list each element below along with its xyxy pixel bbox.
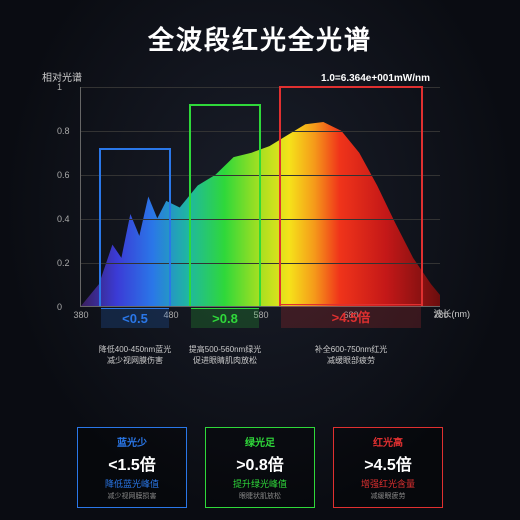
y-tick: 1 [57, 82, 62, 92]
spectrum-chart: 相对光谱 1.0=6.364e+001mW/nm 波长(nm) 00.20.40… [50, 87, 470, 367]
card-title: 绿光足 [210, 434, 310, 449]
card-desc2: 减缓眼疲劳 [338, 491, 438, 501]
card-blue: 蓝光少 <1.5倍降低蓝光峰值减少视网膜损害 [77, 427, 187, 508]
region-value-blue: <0.5 [101, 308, 169, 328]
card-value: >4.5倍 [338, 451, 438, 475]
x-tick: 380 [73, 310, 88, 320]
y-tick: 0.4 [57, 214, 70, 224]
region-box-blue: <0.5降低400-450nm蓝光减少视网膜伤害 [99, 148, 171, 306]
region-desc-red: 补全600-750nm红光减缓眼部疲劳 [253, 344, 449, 366]
page-title: 全波段红光全光谱 [0, 0, 520, 57]
card-desc2: 眼睫状肌放松 [210, 491, 310, 501]
y-tick: 0.2 [57, 258, 70, 268]
region-value-red: >4.5倍 [281, 304, 421, 328]
card-value: >0.8倍 [210, 451, 310, 475]
region-value-green: >0.8 [191, 308, 259, 328]
plot-area: 波长(nm) 00.20.40.60.81380480580680780<0.5… [80, 87, 440, 307]
card-desc1: 降低蓝光峰值 [82, 477, 182, 490]
region-box-green: >0.8提高500-560nm绿光促进眼睛肌肉放松 [189, 104, 261, 306]
card-desc1: 增强红光含量 [338, 477, 438, 490]
region-desc-blue: 降低400-450nm蓝光减少视网膜伤害 [87, 344, 182, 366]
card-desc2: 减少视网膜损害 [82, 491, 182, 501]
y-tick: 0.6 [57, 170, 70, 180]
y-tick: 0 [57, 302, 62, 312]
card-green: 绿光足 >0.8倍提升绿光峰值眼睫状肌放松 [205, 427, 315, 508]
summary-cards: 蓝光少 <1.5倍降低蓝光峰值减少视网膜损害 绿光足 >0.8倍提升绿光峰值眼睫状肌放… [0, 427, 520, 508]
normalization-annotation: 1.0=6.364e+001mW/nm [321, 73, 430, 84]
card-value: <1.5倍 [82, 451, 182, 475]
y-tick: 0.8 [57, 126, 70, 136]
card-title: 红光高 [338, 434, 438, 449]
region-box-red: >4.5倍补全600-750nm红光减缓眼部疲劳 [279, 86, 423, 306]
card-red: 红光高 >4.5倍增强红光含量减缓眼疲劳 [333, 427, 443, 508]
card-title: 蓝光少 [82, 434, 182, 449]
x-tick: 780 [433, 310, 448, 320]
card-desc1: 提升绿光峰值 [210, 477, 310, 490]
